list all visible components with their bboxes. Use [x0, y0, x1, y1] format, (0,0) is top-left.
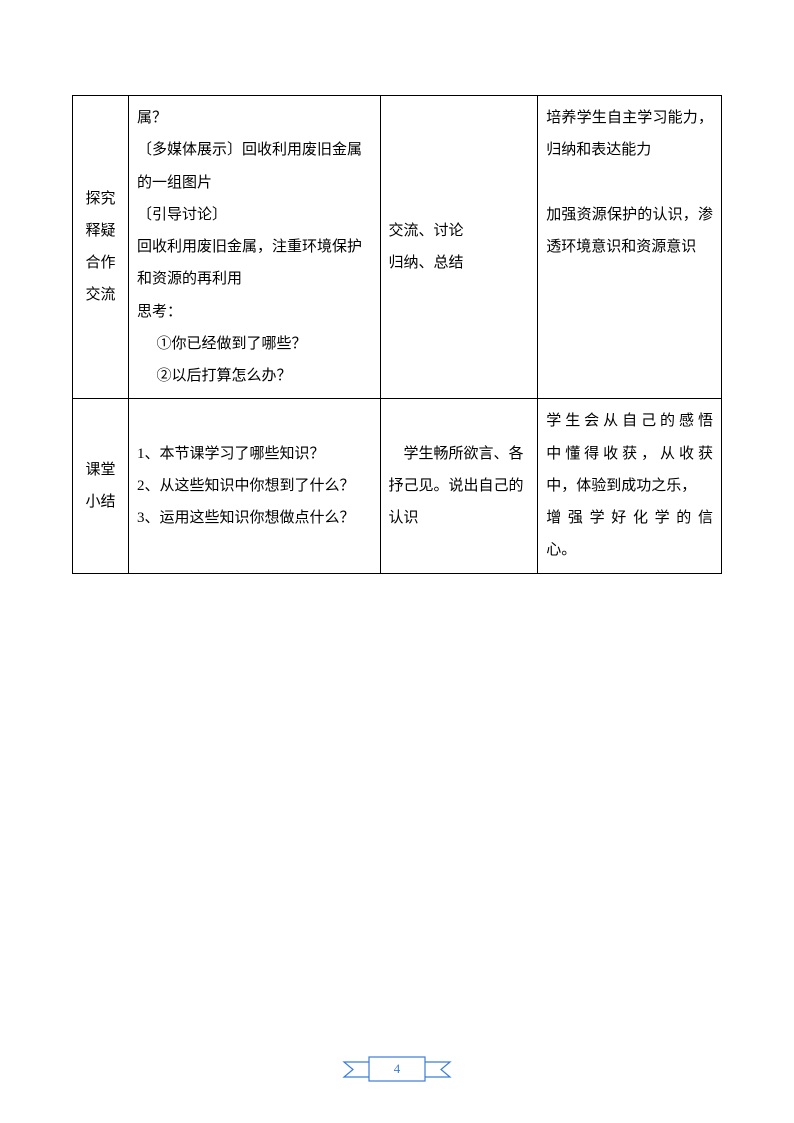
lesson-table: 探究 释疑 合作 交流 属？ 〔多媒体展示〕回收利用废旧金属的一组图片 〔引导讨… [72, 95, 722, 574]
col1-text: 探究 [81, 183, 120, 215]
page-number: 4 [394, 1061, 401, 1076]
col1-text: 小结 [81, 486, 120, 518]
cell-text-line: 心。 [546, 534, 713, 566]
cell-line: ①你已经做到了哪些？ [137, 328, 372, 360]
row2-col3: 学生畅所欲言、各抒己见。说出自己的认识 [380, 399, 538, 573]
cell-line: 归纳、总结 [389, 247, 530, 279]
col1-text: 合作 [81, 247, 120, 279]
cell-line: 属？ [137, 102, 372, 134]
cell-line: 1、本节课学习了哪些知识？ [137, 438, 372, 470]
ribbon-icon: 4 [337, 1053, 457, 1085]
row1-col3: 交流、讨论 归纳、总结 [380, 96, 538, 399]
page-content: 探究 释疑 合作 交流 属？ 〔多媒体展示〕回收利用废旧金属的一组图片 〔引导讨… [0, 0, 794, 574]
col1-text: 交流 [81, 279, 120, 311]
cell-line: 〔引导讨论〕 [137, 199, 372, 231]
row2-col1: 课堂 小结 [73, 399, 129, 573]
table-row: 探究 释疑 合作 交流 属？ 〔多媒体展示〕回收利用废旧金属的一组图片 〔引导讨… [73, 96, 722, 399]
cell-line: 交流、讨论 [389, 215, 530, 247]
row1-col2: 属？ 〔多媒体展示〕回收利用废旧金属的一组图片 〔引导讨论〕 回收利用废旧金属，… [128, 96, 380, 399]
cell-text: 学生畅所欲言、各抒己见。说出自己的认识 [389, 438, 530, 535]
cell-line: ②以后打算怎么办？ [137, 360, 372, 392]
page-footer: 4 [0, 1053, 794, 1085]
row1-col1: 探究 释疑 合作 交流 [73, 96, 129, 399]
row2-col4: 学生会从自己的感悟 中懂得收获，从收获 中，体验到成功之乐， 增强学好化学的信 … [538, 399, 722, 573]
cell-text-line: 中，体验到成功之乐， [546, 470, 713, 502]
cell-line: 回收利用废旧金属，注重环境保护和资源的再利用 [137, 231, 372, 296]
cell-line: 思考： [137, 296, 372, 328]
table-row: 课堂 小结 1、本节课学习了哪些知识？ 2、从这些知识中你想到了什么？ 3、运用… [73, 399, 722, 573]
cell-line: 2、从这些知识中你想到了什么？ [137, 470, 372, 502]
cell-line: 3、运用这些知识你想做点什么？ [137, 502, 372, 534]
cell-text-line: 中懂得收获，从收获 [546, 438, 713, 470]
row2-col2: 1、本节课学习了哪些知识？ 2、从这些知识中你想到了什么？ 3、运用这些知识你想… [128, 399, 380, 573]
cell-para: 培养学生自主学习能力，归纳和表达能力 [546, 102, 713, 167]
row1-col4: 培养学生自主学习能力，归纳和表达能力 加强资源保护的认识，渗透环境意识和资源意识 [538, 96, 722, 399]
cell-text-line: 增强学好化学的信 [546, 502, 713, 534]
cell-para: 加强资源保护的认识，渗透环境意识和资源意识 [546, 199, 713, 264]
col1-text: 释疑 [81, 215, 120, 247]
col1-text: 课堂 [81, 454, 120, 486]
cell-line: 〔多媒体展示〕回收利用废旧金属的一组图片 [137, 134, 372, 199]
cell-text-line: 学生会从自己的感悟 [546, 405, 713, 437]
